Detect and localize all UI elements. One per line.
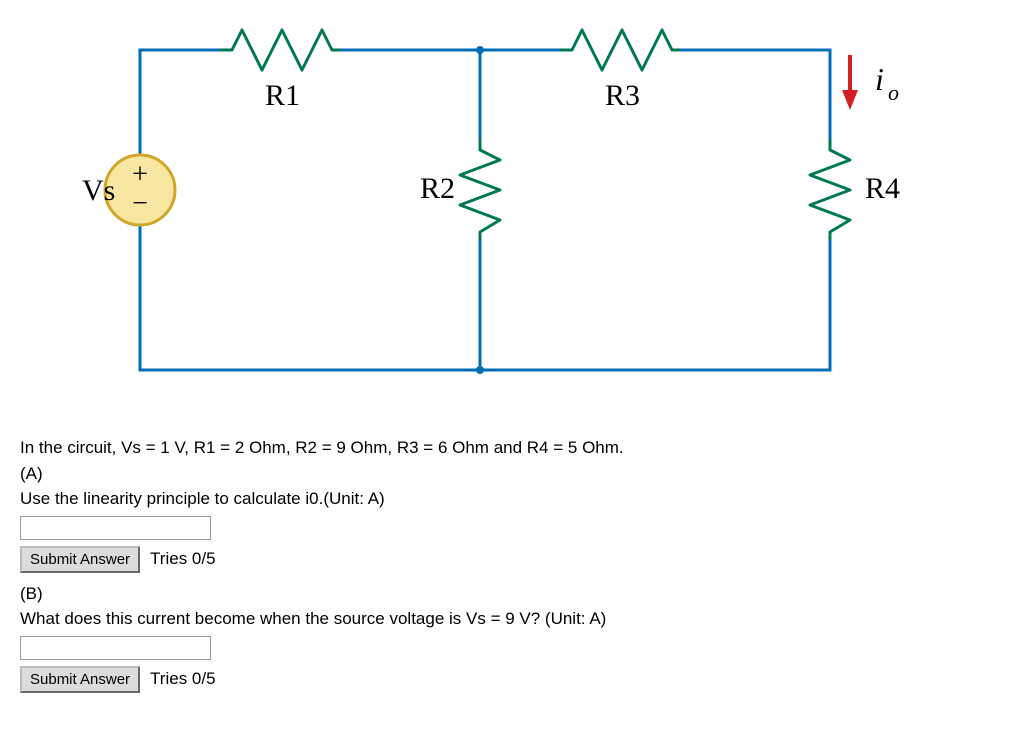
part-a-prompt: Use the linearity principle to calculate… [20, 486, 1004, 512]
tries-a: Tries 0/5 [150, 546, 216, 572]
problem-text: In the circuit, Vs = 1 V, R1 = 2 Ohm, R2… [20, 435, 1004, 693]
part-b-label: (B) [20, 581, 1004, 607]
io-label: i o [875, 61, 899, 105]
svg-text:i: i [875, 61, 884, 97]
io-arrow [842, 55, 858, 110]
voltage-source: + − [105, 155, 175, 225]
vs-label: Vs [82, 174, 115, 207]
svg-text:−: − [132, 188, 148, 219]
part-b-input[interactable] [20, 636, 211, 660]
circuit-diagram: + − Vs R1 R3 R2 R4 i o [40, 20, 1004, 405]
r4-label: R4 [865, 172, 900, 205]
tries-b: Tries 0/5 [150, 666, 216, 692]
part-a-input[interactable] [20, 516, 211, 540]
part-a-label: (A) [20, 461, 1004, 487]
svg-text:+: + [132, 159, 148, 190]
r3-label: R3 [605, 79, 640, 112]
r2-label: R2 [420, 172, 455, 205]
r1-label: R1 [265, 79, 300, 112]
part-b-prompt: What does this current become when the s… [20, 606, 1004, 632]
submit-button-a[interactable]: Submit Answer [20, 546, 140, 573]
circuit-svg: + − Vs R1 R3 R2 R4 i o [40, 20, 930, 400]
svg-text:o: o [888, 80, 899, 105]
submit-button-b[interactable]: Submit Answer [20, 666, 140, 693]
given-values: In the circuit, Vs = 1 V, R1 = 2 Ohm, R2… [20, 435, 1004, 461]
